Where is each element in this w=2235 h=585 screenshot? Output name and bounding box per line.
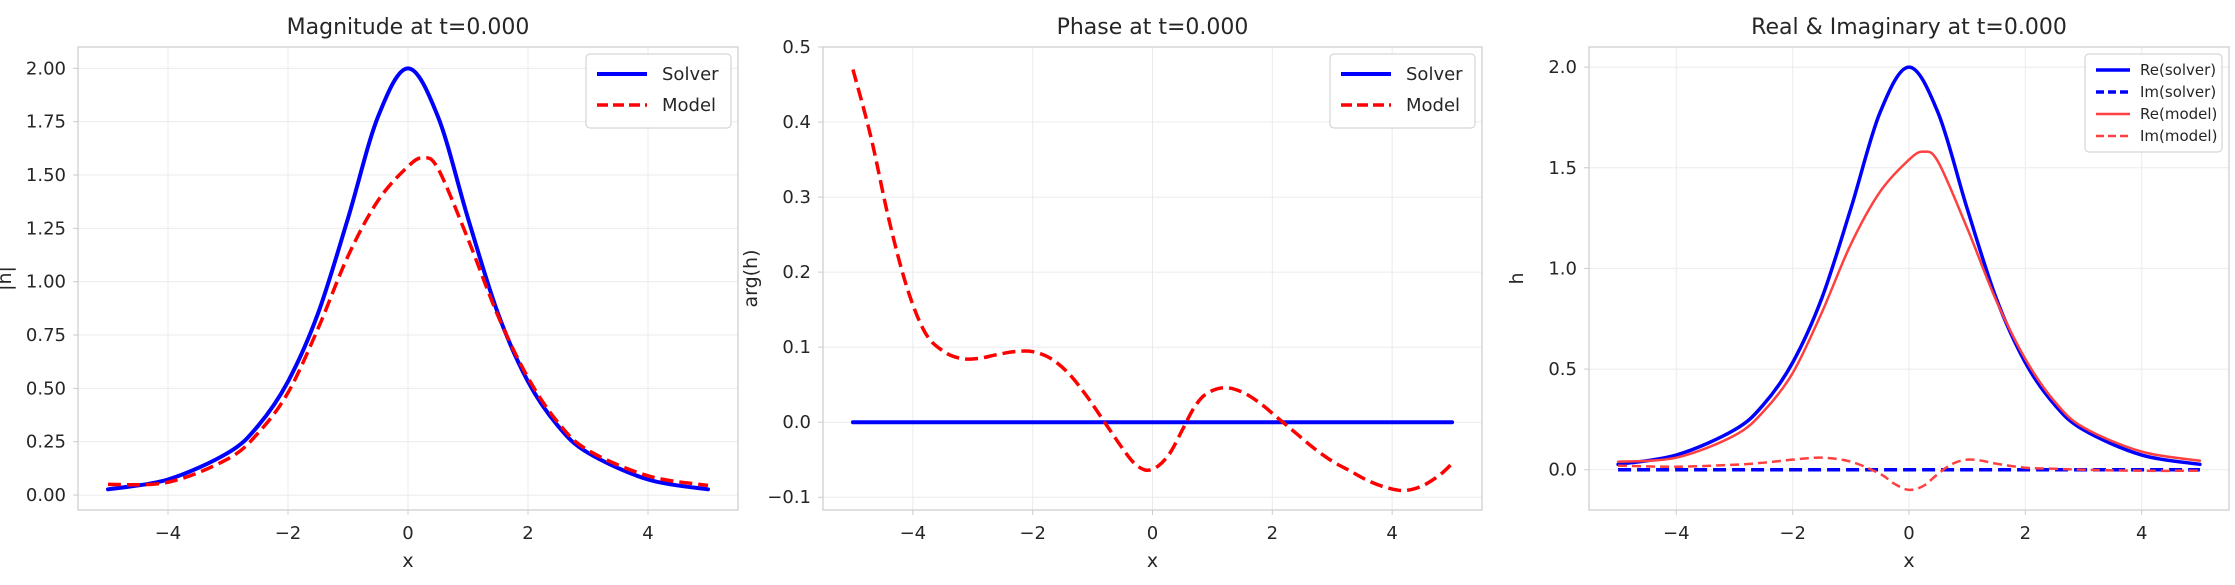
- chart-panel-1: −4 −2 0 2 4 0.00 0.25 0.50 0.75 1.00 1.25 1.50 1.75 2…: [0, 15, 739, 572]
- legend: Solver Model: [1329, 53, 1476, 129]
- y-axis-label: h: [1506, 272, 1528, 284]
- y-tick-label: 2.0: [1548, 57, 1577, 78]
- y-axis-label: arg(h): [740, 249, 762, 307]
- x-tick-label: 0: [1903, 523, 1914, 544]
- chart-title: Phase at t=0.000: [1057, 15, 1249, 40]
- y-tick-label: 1.5: [1548, 158, 1577, 179]
- y-tick-label: 1.00: [26, 272, 66, 293]
- y-tick-label: 0.0: [1548, 460, 1577, 481]
- y-tick-label: 0.50: [26, 378, 66, 399]
- x-axis-label: x: [402, 550, 413, 572]
- x-tick-label: 4: [2136, 523, 2147, 544]
- x-tick-label: 0: [1147, 523, 1158, 544]
- legend: Solver Model: [585, 53, 732, 129]
- chart-panel-3: −4 −2 0 2 4 0.0 0.5 1.0 1.5 2.0 Real & Imaginary a…: [1506, 15, 2230, 572]
- x-tick-label: −4: [1663, 523, 1690, 544]
- x-tick-label: 2: [522, 523, 533, 544]
- y-tick-label: 1.25: [26, 218, 66, 239]
- x-axis-label: x: [1903, 550, 1914, 572]
- x-tick-label: −2: [1019, 523, 1046, 544]
- y-tick-label: 1.0: [1548, 258, 1577, 279]
- series-group: [106, 66, 710, 492]
- y-tick-label: 0.0: [782, 412, 811, 433]
- chart-title: Magnitude at t=0.000: [287, 15, 530, 40]
- y-tick-label: 0.3: [782, 187, 811, 208]
- y-tick-label: 0.5: [1548, 359, 1577, 380]
- series-line-model: [107, 156, 709, 488]
- x-tick-label: 0: [402, 523, 413, 544]
- x-tick-label: −2: [1779, 523, 1806, 544]
- legend-label: Im(model): [2140, 127, 2217, 145]
- legend-label: Re(model): [2140, 105, 2217, 123]
- y-tick-label: −0.1: [767, 487, 811, 508]
- legend-label: Solver: [662, 64, 719, 85]
- x-tick-label: 4: [642, 523, 653, 544]
- legend-label: Model: [1406, 95, 1460, 116]
- x-tick-label: 2: [2020, 523, 2031, 544]
- legend-label: Solver: [1406, 64, 1463, 85]
- series-line-solver: [106, 66, 710, 492]
- series-group: [850, 69, 1455, 493]
- series-group: [1616, 65, 2202, 492]
- legend-label: Im(solver): [2140, 83, 2216, 101]
- x-tick-label: 4: [1386, 523, 1397, 544]
- chart-title: Real & Imaginary at t=0.000: [1751, 15, 2067, 40]
- legend: Re(solver) Im(solver) Re(model) Im(model): [2084, 53, 2223, 153]
- x-tick-label: −2: [275, 523, 302, 544]
- y-tick-label: 2.00: [26, 58, 66, 79]
- x-tick-label: −4: [155, 523, 182, 544]
- y-axis-label: |h|: [0, 266, 16, 291]
- y-tick-label: 0.00: [26, 485, 66, 506]
- series-line-im-model: [1618, 456, 2200, 492]
- y-tick-label: 0.75: [26, 325, 66, 346]
- y-tick-label: 1.75: [26, 112, 66, 133]
- y-tick-label: 0.5: [782, 37, 811, 58]
- x-tick-label: −4: [900, 523, 927, 544]
- y-tick-label: 0.1: [782, 337, 811, 358]
- legend-label: Model: [662, 95, 716, 116]
- series-line-re-solver: [1616, 65, 2202, 467]
- y-tick-label: 0.4: [782, 112, 811, 133]
- y-tick-label: 1.50: [26, 165, 66, 186]
- series-line-re-model: [1616, 150, 2202, 463]
- chart-panel-2: −4 −2 0 2 4 −0.1 0.0 0.1 0.2 0.3 0.4 0.5 Phase at t=…: [740, 15, 1483, 572]
- y-tick-label: 0.25: [26, 432, 66, 453]
- x-tick-label: 2: [1267, 523, 1278, 544]
- legend-frame: [2084, 53, 2223, 153]
- y-tick-label: 0.2: [782, 262, 811, 283]
- x-axis-label: x: [1147, 550, 1158, 572]
- series-line-model: [851, 69, 1454, 493]
- legend-label: Re(solver): [2140, 61, 2216, 79]
